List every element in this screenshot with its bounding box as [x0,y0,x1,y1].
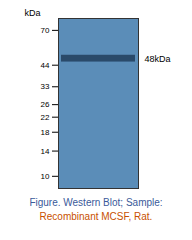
html-text:Recombinant MCSF, Rat.: Recombinant MCSF, Rat. [39,211,153,222]
svg-text:kDa: kDa [25,8,41,18]
svg-text:22: 22 [41,113,50,122]
svg-text:14: 14 [41,147,50,156]
svg-text:10: 10 [41,172,50,181]
svg-text:70: 70 [41,26,50,35]
svg-text:26: 26 [41,100,50,109]
svg-text:48kDa: 48kDa [145,54,171,64]
svg-text:33: 33 [41,82,50,91]
svg-text:18: 18 [41,128,50,137]
html-text:Figure. Western Blot; Sample:: Figure. Western Blot; Sample: [29,197,163,208]
svg-text:44: 44 [41,61,50,70]
